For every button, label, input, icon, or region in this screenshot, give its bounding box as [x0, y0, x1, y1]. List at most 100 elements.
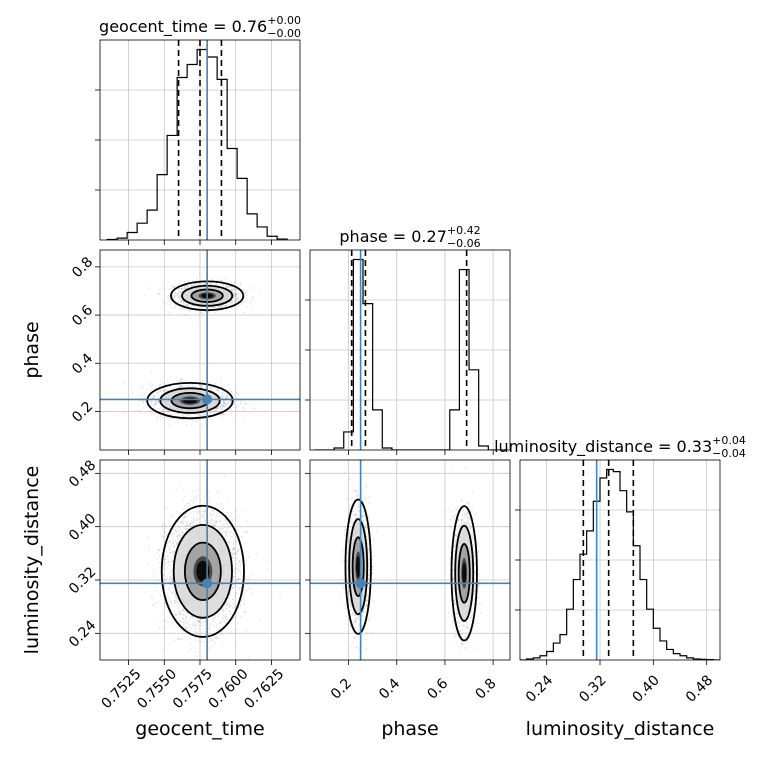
sample-point: [202, 283, 205, 286]
sample-point: [251, 299, 253, 302]
sample-point: [180, 385, 183, 387]
sample-point: [225, 530, 227, 533]
sample-point: [180, 521, 183, 524]
sample-point: [225, 403, 228, 405]
sample-point: [184, 308, 187, 311]
sample-point: [217, 306, 220, 309]
sample-point: [196, 619, 199, 622]
sample-point: [188, 524, 191, 527]
sample-point: [223, 475, 226, 478]
sample-point: [239, 295, 242, 298]
sample-point: [158, 548, 161, 551]
sample-point: [233, 401, 236, 404]
sample-point: [201, 312, 203, 314]
sample-point: [249, 286, 252, 289]
sample-point: [237, 404, 240, 407]
sample-point: [180, 300, 183, 302]
sample-point: [224, 617, 227, 620]
sample-point: [220, 404, 223, 407]
sample-point: [167, 545, 170, 548]
sample-point: [207, 519, 210, 522]
sample-point: [192, 623, 195, 625]
sample-point: [187, 309, 190, 311]
sample-point: [233, 594, 236, 596]
sample-point: [243, 593, 246, 596]
sample-point: [218, 306, 220, 309]
sample-point: [215, 407, 218, 410]
sample-point: [167, 561, 170, 564]
diag-title: geocent_time = 0.76+0.00: [99, 14, 301, 37]
sample-point: [225, 539, 228, 541]
sample-point: [185, 527, 188, 530]
sample-point: [203, 510, 206, 513]
sample-point: [169, 301, 172, 304]
sample-point: [237, 296, 240, 299]
sample-point: [229, 302, 232, 304]
sample-point: [180, 301, 183, 304]
sample-point: [199, 522, 202, 525]
sample-point: [141, 384, 144, 387]
sample-point: [168, 597, 170, 599]
sample-point: [201, 513, 204, 516]
sample-point: [180, 307, 183, 310]
sample-point: [159, 406, 162, 409]
sample-point: [228, 383, 230, 386]
sample-point: [156, 558, 158, 561]
sample-point: [231, 554, 234, 556]
sample-point: [160, 594, 162, 597]
sample-point: [242, 595, 245, 598]
sample-point: [225, 286, 228, 289]
sample-point: [222, 613, 225, 616]
sample-point: [150, 370, 153, 373]
contour-line: [159, 387, 221, 414]
sample-point: [171, 570, 174, 572]
sample-point: [172, 285, 175, 288]
sample-point: [195, 510, 198, 513]
sample-point: [200, 499, 203, 501]
sample-point: [192, 305, 195, 308]
sample-point: [199, 517, 202, 520]
sample-point: [182, 532, 184, 534]
sample-point: [225, 511, 228, 514]
sample-point: [232, 533, 235, 536]
sample-point: [170, 603, 173, 605]
sample-point: [170, 515, 173, 518]
sample-point: [196, 518, 199, 521]
sample-point: [190, 285, 193, 287]
sample-point: [229, 610, 231, 613]
sample-point: [182, 415, 185, 418]
sample-point: [180, 384, 183, 387]
sample-point: [207, 491, 210, 494]
sample-point: [173, 286, 175, 289]
sample-point: [244, 401, 247, 404]
sample-point: [192, 501, 195, 504]
sample-point: [171, 387, 173, 390]
sample-point: [174, 550, 176, 552]
sample-point: [165, 558, 167, 561]
sample-point: [204, 620, 207, 623]
sample-point: [196, 666, 198, 668]
sample-point: [225, 414, 228, 417]
sample-point: [174, 295, 176, 298]
sample-point: [239, 569, 241, 572]
sample-point: [231, 287, 233, 290]
sample-point: [164, 619, 166, 622]
sample-point: [184, 528, 186, 530]
sample-point: [175, 638, 178, 640]
sample-point: [224, 304, 227, 307]
sample-point: [235, 509, 238, 512]
sample-point: [221, 630, 224, 633]
sample-point: [194, 283, 197, 285]
sample-point: [243, 301, 246, 303]
y-tick-label: 0.4: [69, 350, 96, 377]
sample-point: [235, 292, 238, 295]
sample-point: [163, 411, 165, 414]
sample-point: [203, 518, 206, 520]
sample-point: [154, 400, 157, 402]
sample-point: [185, 423, 188, 426]
sample-point: [182, 608, 185, 610]
sample-point: [164, 525, 167, 528]
title-upper: +0.00: [267, 14, 301, 27]
sample-point: [183, 516, 186, 519]
sample-point: [234, 640, 237, 642]
